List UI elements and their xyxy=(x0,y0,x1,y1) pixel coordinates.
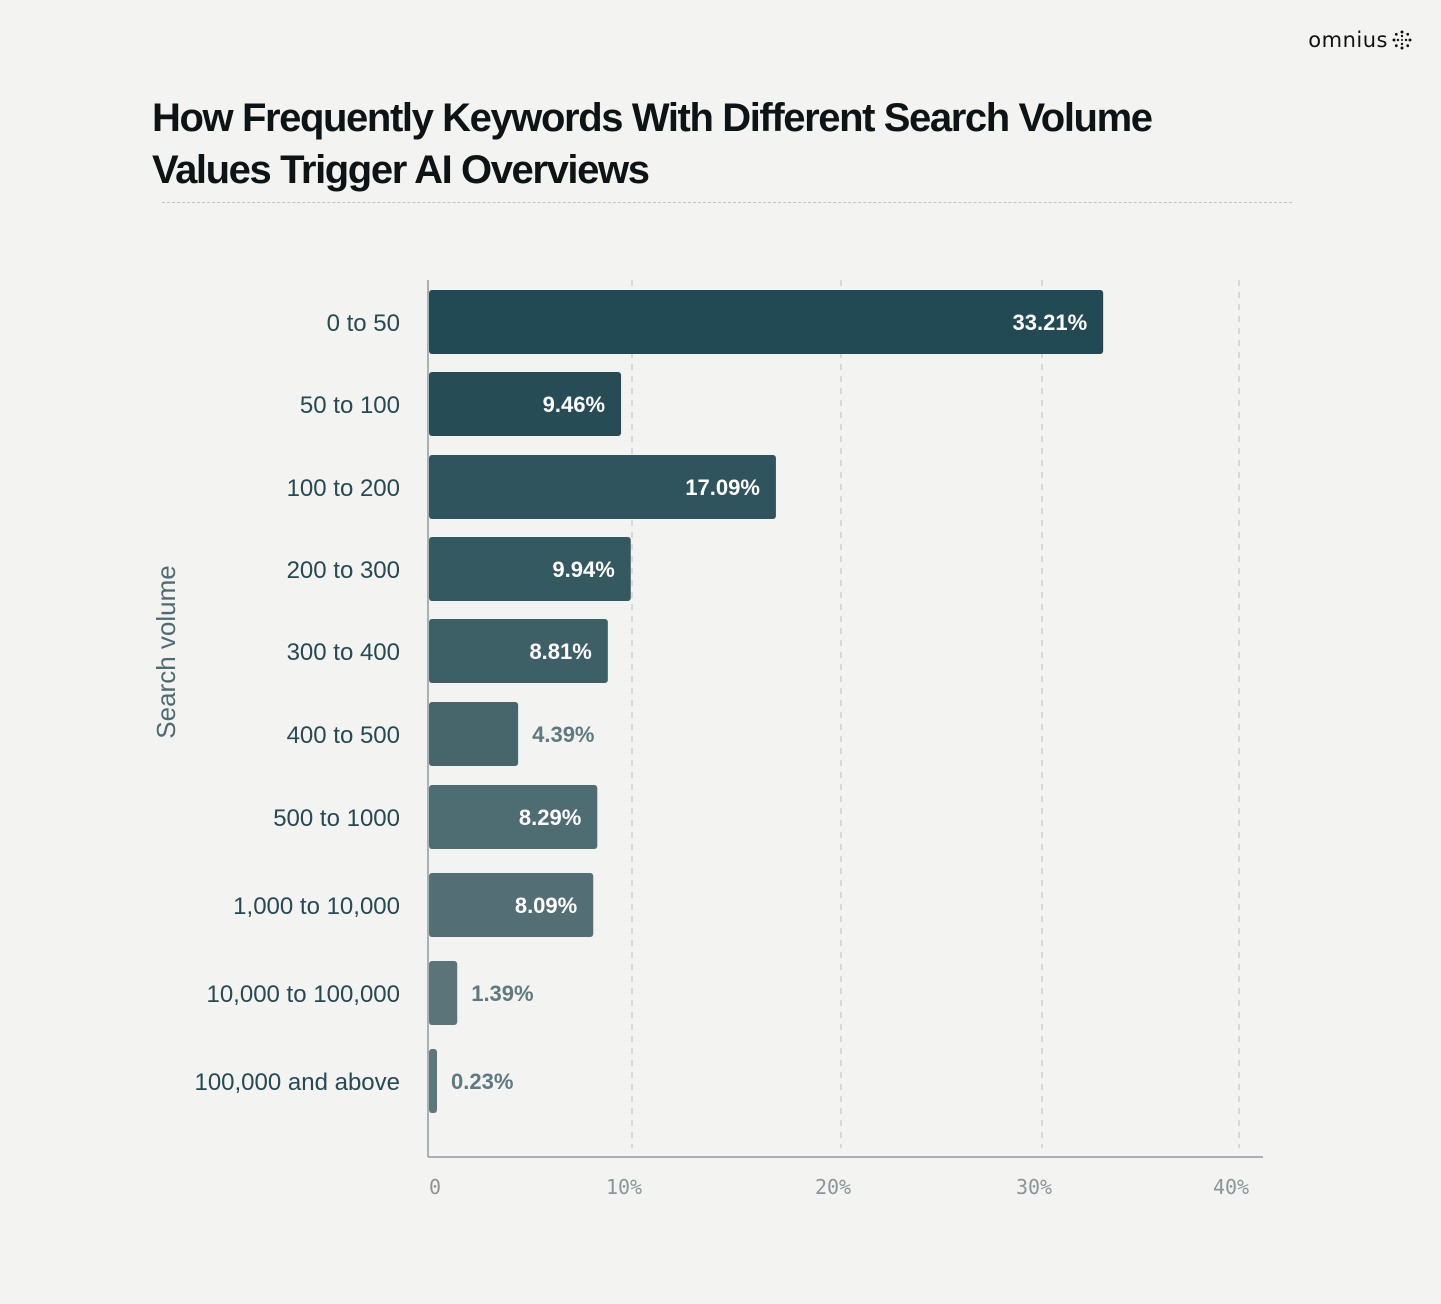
category-label-5: 400 to 500 xyxy=(287,722,400,749)
x-tick-labels: 0 10% 20% 30% 40% xyxy=(429,1175,1249,1199)
category-label-0: 0 to 50 xyxy=(327,310,400,337)
category-label-7: 1,000 to 10,000 xyxy=(233,893,400,920)
value-label-5: 4.39% xyxy=(532,722,594,747)
bar-0 xyxy=(429,290,1104,354)
category-label-6: 500 to 1000 xyxy=(273,805,400,832)
category-label-4: 300 to 400 xyxy=(287,639,400,666)
brand-logo: omnius xyxy=(1308,28,1413,52)
value-label-4: 8.81% xyxy=(529,639,591,664)
category-label-9: 100,000 and above xyxy=(194,1069,400,1096)
x-tick-30: 30% xyxy=(1016,1175,1052,1199)
value-label-3: 9.94% xyxy=(552,557,614,582)
y-axis-title: Search volume xyxy=(151,565,181,738)
x-tick-40: 40% xyxy=(1213,1175,1249,1199)
x-tick-20: 20% xyxy=(815,1175,851,1199)
brand-name: omnius xyxy=(1308,28,1388,52)
bar-9 xyxy=(429,1049,437,1113)
title-divider xyxy=(162,202,1292,203)
axes xyxy=(427,280,1263,1158)
value-label-7: 8.09% xyxy=(515,893,577,918)
category-label-3: 200 to 300 xyxy=(287,557,400,584)
x-tick-0: 0 xyxy=(429,1175,441,1199)
value-label-2: 17.09% xyxy=(685,475,760,500)
value-label-9: 0.23% xyxy=(451,1069,513,1094)
bar-1 xyxy=(429,372,622,436)
value-label-8: 1.39% xyxy=(471,981,533,1006)
bar-2 xyxy=(429,455,776,519)
value-label-1: 9.46% xyxy=(543,392,605,417)
bar-7 xyxy=(429,873,594,937)
category-labels: 0 to 50 50 to 100 100 to 200 200 to 300 300 … xyxy=(194,310,400,1096)
x-tick-10: 10% xyxy=(606,1175,642,1199)
value-label-6: 8.29% xyxy=(519,805,581,830)
chart-title: How Frequently Keywords With Different S… xyxy=(152,96,1153,192)
category-label-1: 50 to 100 xyxy=(300,392,400,419)
bar-3 xyxy=(429,537,631,601)
category-label-2: 100 to 200 xyxy=(287,475,400,502)
bar-8 xyxy=(429,961,458,1025)
bars: 33.21% 9.46% 17.09% 9.94% 8.81% 4.39% 8.29% 8.0… xyxy=(429,290,1104,1113)
bar-4 xyxy=(429,619,608,683)
bar-5 xyxy=(429,702,519,766)
sparkle-dots-icon xyxy=(1392,30,1412,50)
bar-6 xyxy=(429,785,598,849)
gridlines xyxy=(631,280,1240,1148)
value-label-0: 33.21% xyxy=(1013,310,1088,335)
category-label-8: 10,000 to 100,000 xyxy=(206,981,400,1008)
